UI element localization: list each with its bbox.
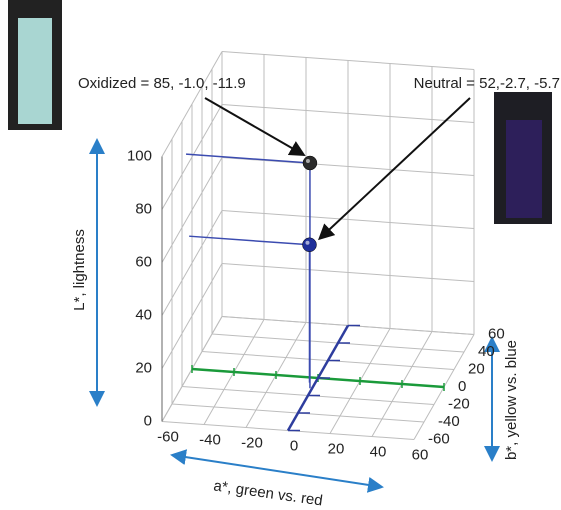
b-tick-label: 60 — [488, 325, 505, 342]
b-tick-label: -40 — [438, 413, 460, 430]
side-grid-line — [161, 263, 223, 369]
a-tick-label: -20 — [241, 434, 263, 451]
a-tick-label: 40 — [370, 443, 387, 460]
annotation: Oxidized = 85, -1.0, -11.9 — [78, 75, 246, 92]
a-tick-label: -40 — [199, 431, 221, 448]
point — [302, 237, 317, 253]
point — [302, 155, 318, 171]
l-axis-title: L*, lightness — [71, 229, 88, 311]
back-grid-line — [221, 210, 475, 229]
vial-neutral — [494, 92, 552, 224]
b-tick-label: -60 — [428, 430, 450, 447]
annotation-arrow — [318, 97, 471, 241]
back-grid-line — [221, 263, 475, 282]
l-tick-label: 100 — [127, 147, 152, 164]
wall-line — [185, 153, 311, 164]
point-highlight — [305, 240, 310, 245]
side-grid-line — [161, 157, 223, 263]
back-grid-line — [221, 157, 475, 176]
side-grid-line — [161, 210, 223, 316]
b-tick-label: 0 — [458, 378, 466, 395]
l-tick-label: 40 — [135, 306, 152, 323]
l-tick-label: 0 — [144, 412, 152, 429]
side-grid-line — [161, 104, 223, 210]
l-tick-label: 60 — [135, 253, 152, 270]
b-tick-label: 20 — [468, 360, 485, 377]
l-tick-label: 20 — [135, 359, 152, 376]
a-axis-title: a*, green vs. red — [212, 477, 323, 509]
a-axis-arrow — [170, 449, 384, 493]
back-grid-line — [221, 104, 475, 123]
a-tick-label: 60 — [412, 446, 429, 463]
vial-oxidized — [8, 0, 62, 130]
a-tick-label: -60 — [157, 428, 179, 445]
annotation: Neutral = 52,-2.7, -5.7 — [414, 75, 560, 92]
b-axis-title: b*, yellow vs. blue — [503, 340, 520, 460]
b-tick-label: 40 — [478, 343, 495, 360]
l-tick-label: 80 — [135, 200, 152, 217]
back-grid-line — [221, 51, 475, 70]
annotation-arrow — [204, 97, 306, 157]
side-grid-line — [161, 51, 223, 157]
a-tick-label: 20 — [328, 440, 345, 457]
point-highlight — [305, 159, 310, 164]
wall-line — [189, 235, 310, 246]
b-tick-label: -20 — [448, 395, 470, 412]
a-tick-label: 0 — [290, 437, 298, 454]
